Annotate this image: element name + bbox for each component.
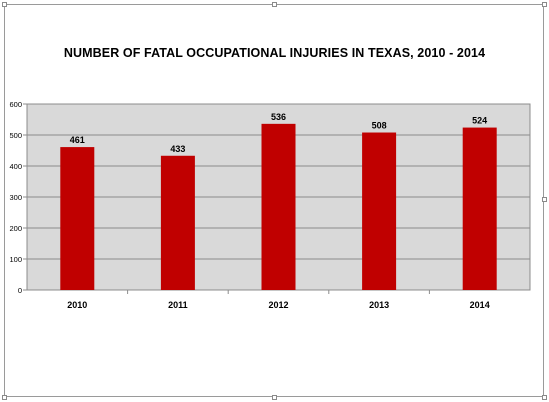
y-tick-label: 200 [9,224,22,233]
data-label-2011: 433 [170,144,185,154]
y-tick-label: 500 [9,131,22,140]
resize-handle-bottom[interactable] [272,395,277,400]
x-tick-label-2013: 2013 [369,300,389,310]
resize-handle-right[interactable] [542,197,547,202]
y-tick-label: 100 [9,255,22,264]
data-label-2010: 461 [70,135,85,145]
bar-2010 [60,147,95,290]
resize-handle-top-right[interactable] [542,2,547,7]
resize-handle-bottom-left[interactable] [2,395,7,400]
resize-handle-bottom-right[interactable] [542,395,547,400]
y-tick-label: 0 [18,286,22,295]
y-tick-label: 400 [9,162,22,171]
y-tick-label: 300 [9,193,22,202]
resize-handle-top[interactable] [272,2,277,7]
bar-2012 [261,123,296,290]
x-tick-label-2011: 2011 [168,300,188,310]
x-tick-label-2012: 2012 [268,300,288,310]
x-tick-label-2014: 2014 [470,300,490,310]
bar-2013 [362,132,397,290]
data-label-2012: 536 [271,112,286,122]
y-tick-label: 600 [9,100,22,109]
bar-2011 [160,155,195,290]
x-tick-label-2010: 2010 [67,300,87,310]
data-label-2014: 524 [472,116,487,126]
chart-title: NUMBER OF FATAL OCCUPATIONAL INJURIES IN… [63,46,486,60]
bar-2014 [462,127,497,290]
resize-handle-top-left[interactable] [2,2,7,7]
data-label-2013: 508 [372,121,387,131]
